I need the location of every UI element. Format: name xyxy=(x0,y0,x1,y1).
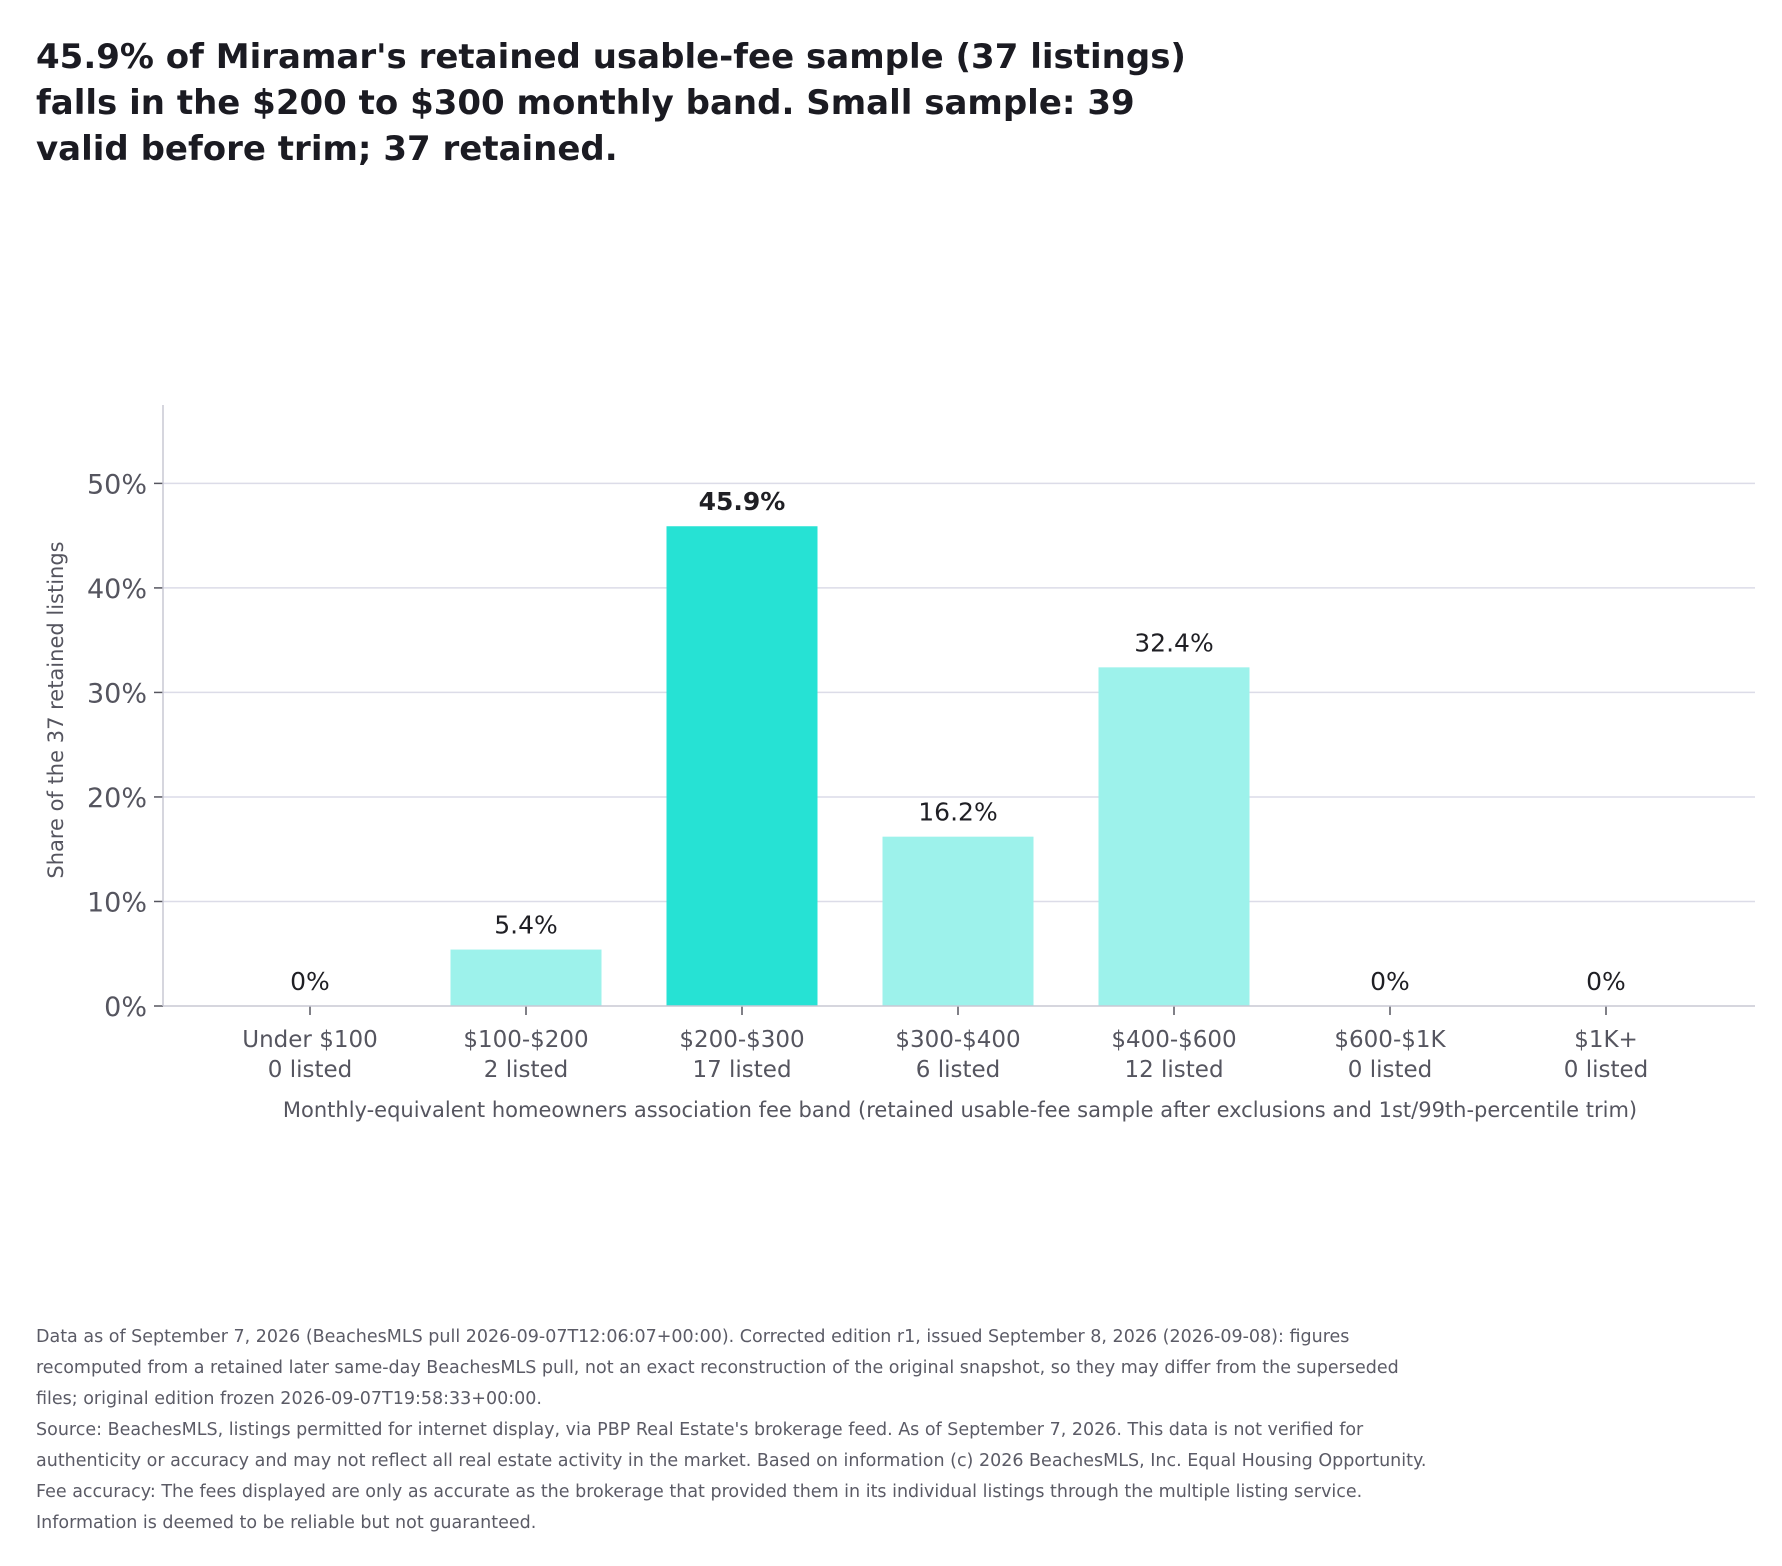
bar xyxy=(1098,667,1250,1006)
y-tick-label: 20% xyxy=(87,783,147,814)
x-tick-count: 12 listed xyxy=(1124,1057,1223,1083)
y-tick-label: 0% xyxy=(104,992,147,1023)
x-tick-label: $200-$300 xyxy=(679,1027,804,1053)
x-tick-count: 6 listed xyxy=(916,1057,1000,1083)
y-axis-title: Share of the 37 retained listings xyxy=(44,541,68,878)
y-tick-label: 30% xyxy=(87,678,147,709)
chart-headline: 45.9% of Miramar's retained usable-fee s… xyxy=(36,37,1186,169)
x-tick-label: $400-$600 xyxy=(1111,1027,1236,1053)
value-label: 0% xyxy=(290,967,330,996)
value-label: 0% xyxy=(1586,967,1626,996)
y-tick-label: 40% xyxy=(87,574,147,605)
value-label: 32.4% xyxy=(1134,628,1213,657)
x-tick-label: Under $100 xyxy=(242,1027,377,1053)
bar xyxy=(450,949,602,1006)
y-tick-label: 50% xyxy=(87,469,147,500)
value-label: 5.4% xyxy=(494,911,558,940)
footnotes: Data as of September 7, 2026 (BeachesMLS… xyxy=(36,1322,1436,1539)
x-axis-title: Monthly-equivalent homeowners associatio… xyxy=(283,1098,1637,1122)
bars xyxy=(450,526,1250,1006)
x-tick-label: $100-$200 xyxy=(463,1027,588,1053)
y-tick-label: 10% xyxy=(87,887,147,918)
value-label: 0% xyxy=(1370,967,1410,996)
x-tick-count: 2 listed xyxy=(484,1057,568,1083)
x-tick-count: 0 listed xyxy=(1348,1057,1432,1083)
x-tick-label: $300-$400 xyxy=(895,1027,1020,1053)
x-tick-label: $1K+ xyxy=(1574,1027,1638,1053)
value-label: 16.2% xyxy=(918,798,997,827)
footnote-data-note: Data as of September 7, 2026 (BeachesMLS… xyxy=(36,1327,1399,1409)
labels: 0% 10% 20% 30% 40% 50% 0% Under $100 0 listed 5.4… xyxy=(87,469,1648,1083)
footnote-source: Source: BeachesMLS, listings permitted f… xyxy=(36,1420,1427,1533)
bar xyxy=(666,526,818,1006)
bar-chart: 0% 10% 20% 30% 40% 50% 0% Under $100 0 listed 5.4… xyxy=(44,405,1755,1122)
value-label: 45.9% xyxy=(699,487,786,516)
x-tick-count: 0 listed xyxy=(1564,1057,1648,1083)
x-tick-label: $600-$1K xyxy=(1334,1027,1446,1053)
gridlines xyxy=(163,482,1755,903)
x-tick-count: 0 listed xyxy=(268,1057,352,1083)
x-tick-count: 17 listed xyxy=(692,1057,791,1083)
bar xyxy=(882,836,1034,1006)
axes xyxy=(154,405,1755,1015)
